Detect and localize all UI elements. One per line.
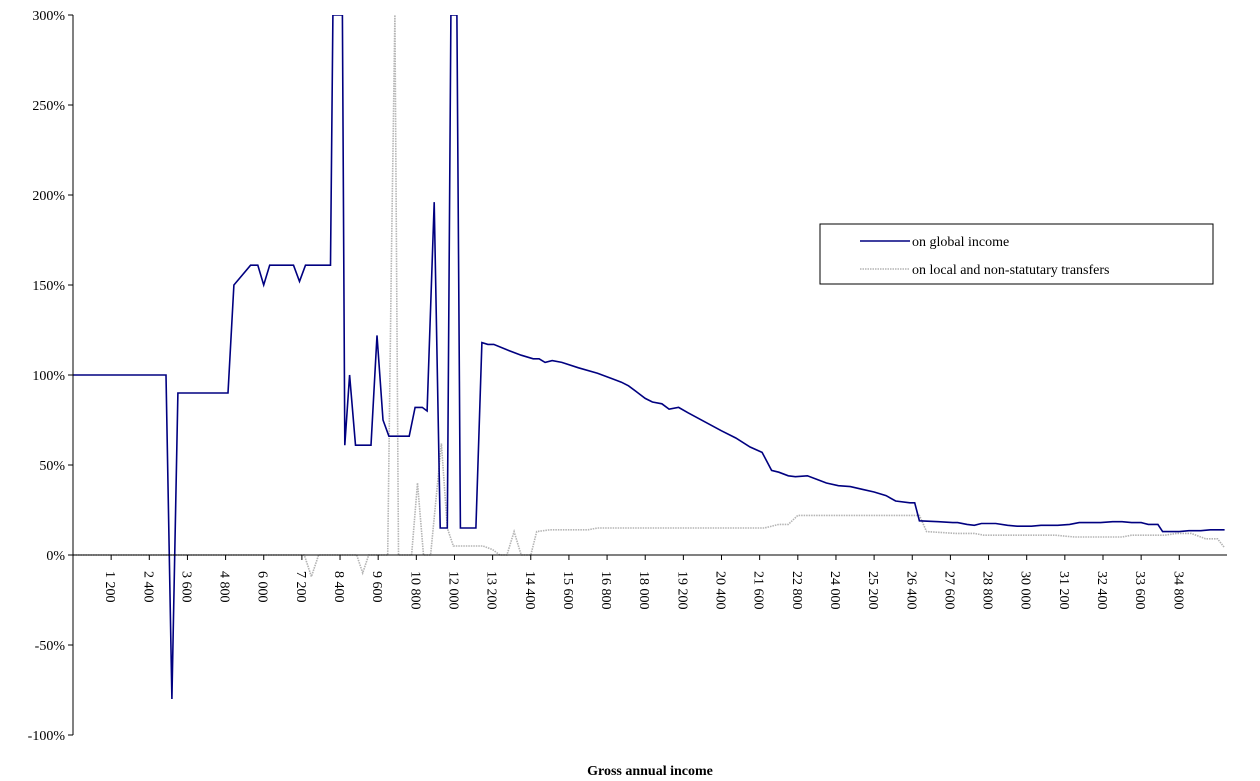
x-tick-label: 27 600 bbox=[941, 571, 956, 610]
x-tick-label: 19 200 bbox=[674, 571, 689, 610]
x-tick-label: 18 000 bbox=[636, 571, 651, 610]
x-tick-label: 9 600 bbox=[369, 571, 384, 603]
legend-label: on local and non-statutary transfers bbox=[912, 263, 1110, 278]
legend: on global income on local and non-statuta… bbox=[819, 223, 1214, 285]
x-tick-label: 20 400 bbox=[713, 571, 728, 610]
x-tick-label: 8 400 bbox=[331, 571, 346, 603]
x-tick-label: 30 000 bbox=[1018, 571, 1033, 610]
y-tick-label: 150% bbox=[32, 279, 65, 294]
x-tick-label: 22 800 bbox=[789, 571, 804, 610]
x-tick-label: 32 400 bbox=[1094, 571, 1109, 610]
x-tick-label: 1 200 bbox=[102, 571, 117, 603]
y-tick-label: -50% bbox=[35, 639, 66, 654]
x-tick-label: 21 600 bbox=[751, 571, 766, 610]
y-tick-label: 300% bbox=[32, 9, 65, 24]
y-tick-label: 250% bbox=[32, 99, 65, 114]
x-tick-label: 13 200 bbox=[484, 571, 499, 610]
y-tick-label: -100% bbox=[28, 729, 66, 744]
y-tick-label: 0% bbox=[46, 549, 65, 564]
x-tick-label: 7 200 bbox=[293, 571, 308, 603]
series-line bbox=[73, 15, 1226, 580]
x-tick-label: 15 600 bbox=[560, 571, 575, 610]
series-line bbox=[73, 15, 1225, 700]
x-axis-title: Gross annual income bbox=[587, 764, 713, 779]
x-tick-label: 2 400 bbox=[140, 571, 155, 603]
x-tick-label: 31 200 bbox=[1056, 571, 1071, 610]
x-tick-label: 4 800 bbox=[217, 571, 232, 603]
x-tick-label: 28 800 bbox=[980, 571, 995, 610]
x-tick-label: 10 800 bbox=[407, 571, 422, 610]
x-tick-label: 6 000 bbox=[255, 571, 270, 603]
axes-layer bbox=[68, 14, 1227, 736]
x-tick-label: 16 800 bbox=[598, 571, 613, 610]
x-tick-label: 26 400 bbox=[903, 571, 918, 610]
x-tick-label: 3 600 bbox=[178, 571, 193, 603]
series-layer bbox=[73, 15, 1226, 700]
y-tick-label: 100% bbox=[32, 369, 65, 384]
legend-box bbox=[819, 223, 1214, 285]
x-tick-label: 25 200 bbox=[865, 571, 880, 610]
x-tick-label: 14 400 bbox=[522, 571, 537, 610]
x-tick-label: 24 000 bbox=[827, 571, 842, 610]
x-tick-label: 12 000 bbox=[445, 571, 460, 610]
x-tick-label: 33 600 bbox=[1132, 571, 1147, 610]
legend-label: on global income bbox=[912, 235, 1009, 250]
x-tick-label: 34 800 bbox=[1170, 571, 1185, 610]
labels-layer: 300% 250% 200% 150% 100% 50% 0% -50% -100% 1 200 2… bbox=[28, 9, 1186, 744]
y-tick-label: 50% bbox=[39, 459, 65, 474]
y-tick-label: 200% bbox=[32, 189, 65, 204]
